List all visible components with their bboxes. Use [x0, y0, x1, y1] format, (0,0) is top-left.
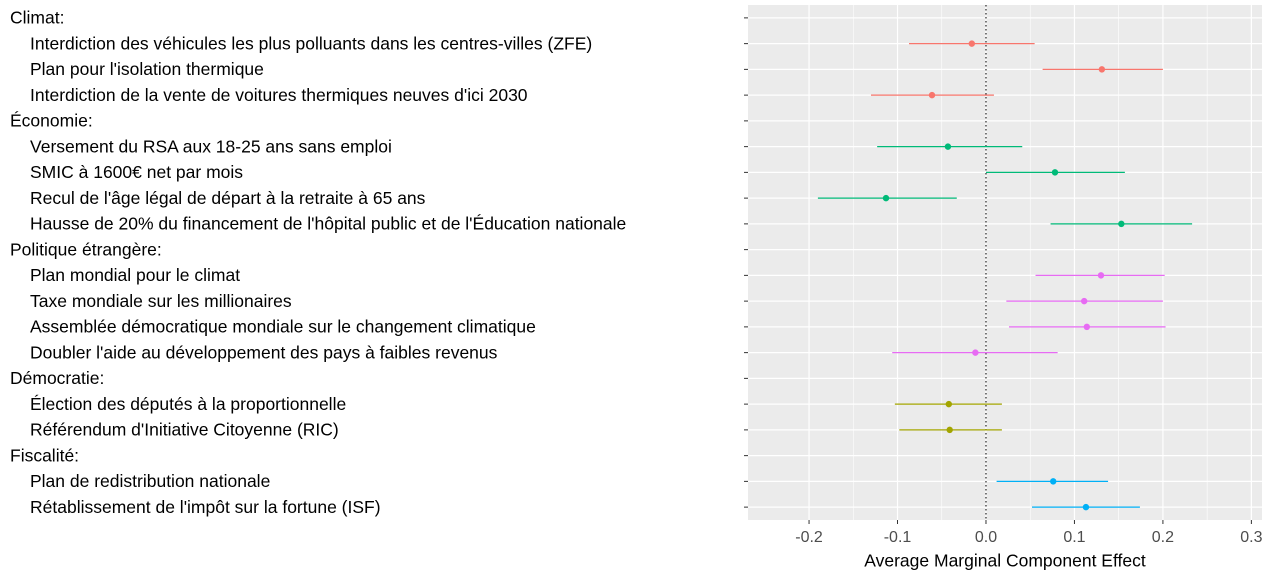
y-tick-label: Fiscalité:: [10, 445, 79, 465]
y-tick-label: Référendum d'Initiative Citoyenne (RIC): [30, 420, 339, 440]
y-tick-label: Taxe mondiale sur les millionaires: [30, 291, 292, 311]
point: [1080, 297, 1088, 305]
point: [1083, 323, 1091, 331]
y-tick-label: Politique étrangère:: [10, 239, 162, 259]
point: [945, 400, 953, 408]
point: [972, 349, 979, 356]
x-tick-label: 0.3: [1240, 529, 1262, 546]
point: [882, 194, 890, 202]
point: [1097, 272, 1105, 279]
plot-panel: [748, 5, 1262, 520]
point: [1082, 503, 1090, 511]
y-tick-label: Interdiction de la vente de voitures the…: [30, 85, 528, 105]
y-tick-label: Hausse de 20% du financement de l'hôpita…: [30, 214, 626, 234]
y-tick-label: Climat:: [10, 8, 64, 28]
y-tick-label: Assemblée démocratique mondiale sur le c…: [30, 317, 536, 337]
x-tick-label: 0.1: [1063, 529, 1085, 546]
y-tick-label: Démocratie:: [10, 368, 104, 388]
point: [1118, 220, 1125, 228]
point: [968, 40, 976, 47]
point: [944, 143, 952, 150]
y-tick-label: Plan de redistribution nationale: [30, 471, 270, 491]
y-tick-label: SMIC à 1600€ net par mois: [30, 162, 243, 182]
x-tick-label: -0.2: [795, 529, 823, 546]
point: [1051, 169, 1059, 176]
y-tick-label: Versement du RSA aux 18-25 ans sans empl…: [30, 136, 392, 156]
y-tick-label: Élection des députés à la proportionnell…: [30, 394, 346, 414]
point: [1098, 66, 1106, 73]
y-tick-label: Recul de l'âge légal de départ à la retr…: [30, 188, 426, 208]
y-tick-label: Économie:: [10, 111, 93, 131]
y-tick-label: Interdiction des véhicules les plus poll…: [30, 33, 592, 53]
y-tick-label: Doubler l'aide au développement des pays…: [30, 342, 498, 362]
point: [1050, 478, 1057, 485]
x-tick-label: -0.1: [884, 529, 912, 546]
y-tick-label: Plan mondial pour le climat: [30, 265, 240, 285]
y-tick-label: Rétablissement de l'impôt sur la fortune…: [30, 497, 381, 517]
x-tick-label: 0.0: [975, 529, 997, 546]
x-axis-title: Average Marginal Component Effect: [864, 551, 1146, 571]
y-tick-label: Plan pour l'isolation thermique: [30, 59, 264, 79]
x-tick-label: 0.2: [1152, 529, 1174, 546]
point: [928, 91, 936, 99]
point: [946, 426, 953, 434]
